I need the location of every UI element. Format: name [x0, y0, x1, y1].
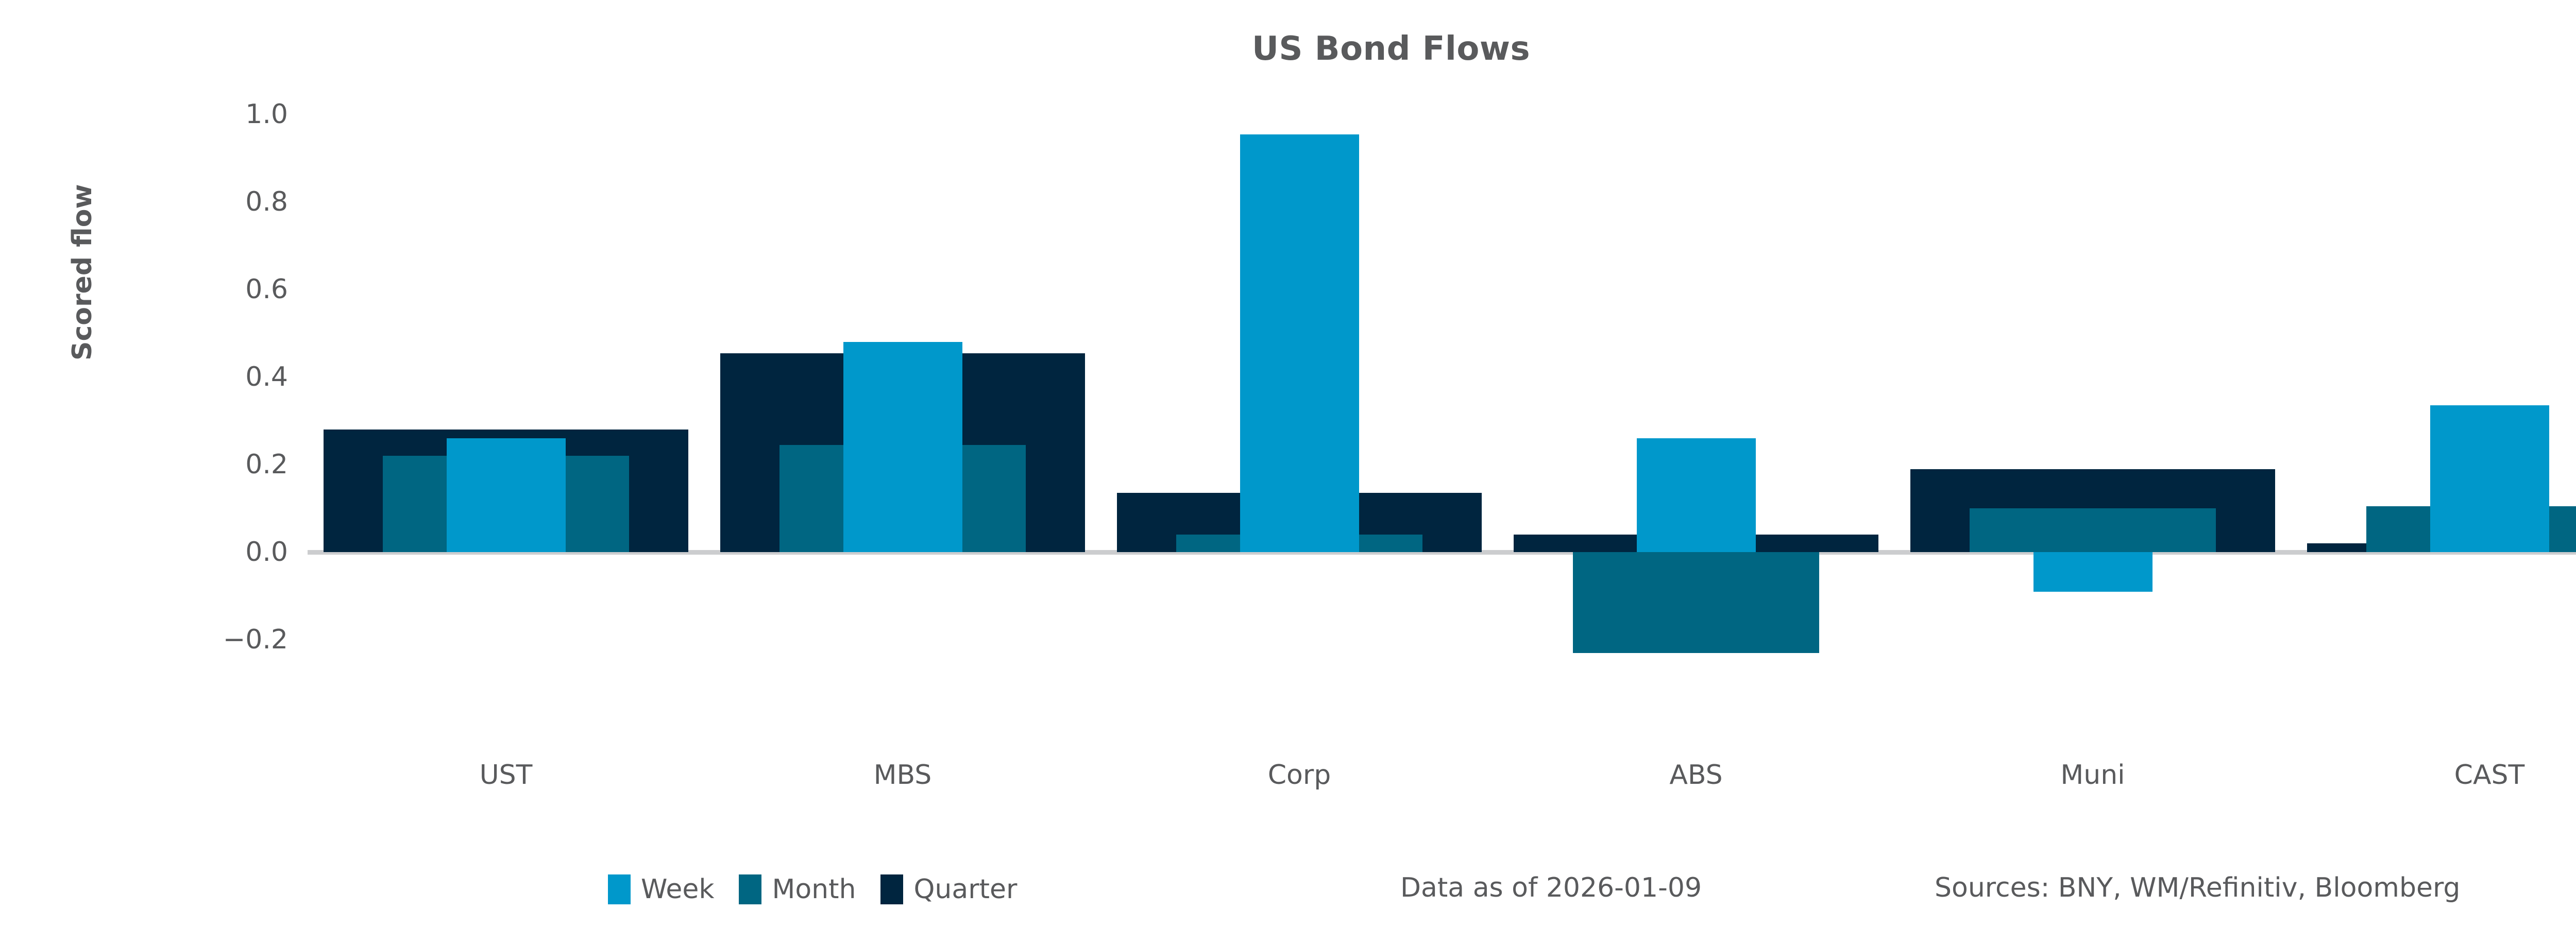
- x-tick-label-abs: ABS: [1669, 760, 1723, 791]
- legend-item-quarter[interactable]: Quarter: [880, 874, 1017, 905]
- y-tick-label: 0.0: [245, 537, 288, 568]
- y-tick-label: 1.0: [245, 99, 288, 130]
- bar-muni-month[interactable]: [1970, 508, 2216, 553]
- y-axis-label: Scored flow: [67, 184, 98, 360]
- bar-mbs-week[interactable]: [843, 342, 962, 553]
- y-tick-label: 0.8: [245, 186, 288, 218]
- bar-group: [2291, 93, 2576, 675]
- y-tick-label: 0.4: [245, 362, 288, 393]
- x-tick-label-mbs: MBS: [873, 760, 932, 791]
- sources-text: Sources: BNY, WM/Refinitiv, Bloomberg: [1935, 872, 2461, 903]
- chart-title: US Bond Flows: [1251, 30, 1531, 68]
- x-tick-label-ust: UST: [479, 760, 533, 791]
- bar-group: [308, 93, 704, 675]
- bar-abs-month[interactable]: [1573, 552, 1819, 653]
- legend-item-month[interactable]: Month: [739, 874, 856, 905]
- legend-swatch-month: [739, 874, 762, 904]
- x-tick-label-cast: CAST: [2454, 760, 2525, 791]
- legend-swatch-week: [608, 874, 631, 904]
- bar-cast-week[interactable]: [2430, 405, 2549, 553]
- legend-label-month: Month: [772, 874, 856, 905]
- plot-area: 1.0 0.8 0.6 0.4 0.2 0.0 −0.2 UST MBS Corp ABS Muni…: [223, 93, 2576, 791]
- data-asof-text: Data as of 2026-01-09: [1400, 872, 1702, 903]
- bar-muni-week[interactable]: [2033, 552, 2153, 592]
- y-tick-label: −0.2: [223, 624, 288, 656]
- legend-swatch-quarter: [880, 874, 904, 904]
- legend-item-week[interactable]: Week: [608, 874, 714, 905]
- chart-footer: Week Month Quarter Data as of 2026-01-09 S…: [0, 861, 2576, 918]
- bar-abs-week[interactable]: [1636, 438, 1756, 553]
- x-tick-label-muni: Muni: [2060, 760, 2125, 791]
- bar-group: [1498, 93, 1894, 675]
- bar-corp-week[interactable]: [1240, 134, 1359, 553]
- y-tick-label: 0.2: [245, 449, 288, 480]
- bar-group: [1894, 93, 2291, 675]
- chart-legend[interactable]: Week Month Quarter: [608, 861, 1017, 918]
- bar-group: [1101, 93, 1498, 675]
- legend-label-quarter: Quarter: [913, 874, 1018, 905]
- bar-ust-week[interactable]: [446, 438, 566, 553]
- zero-baseline: [308, 550, 2576, 555]
- x-tick-label-corp: Corp: [1267, 760, 1331, 791]
- y-tick-label: 0.6: [245, 274, 288, 305]
- legend-label-week: Week: [641, 874, 715, 905]
- bar-group: [704, 93, 1101, 675]
